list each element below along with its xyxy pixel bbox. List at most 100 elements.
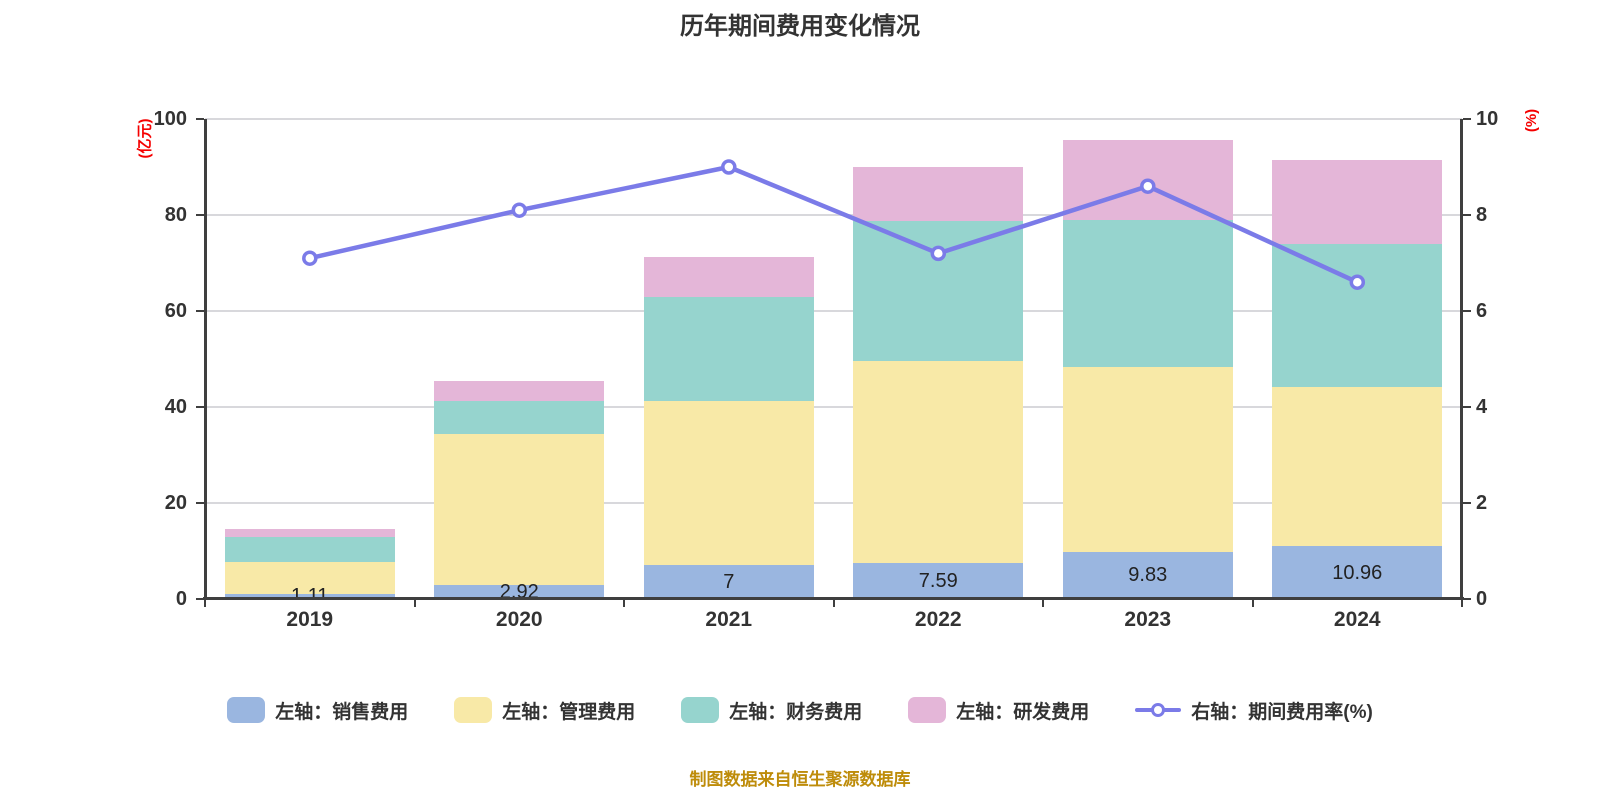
- bar-2023-finance-expense: [1062, 219, 1233, 367]
- line-marker-2020: [511, 202, 528, 218]
- right-axis-tick-8: 8: [1476, 204, 1488, 226]
- line-marker-2021: [721, 159, 737, 175]
- bar-value-label-2024: 10.96: [1332, 561, 1383, 584]
- left-axis-tickmark-0: [196, 598, 204, 600]
- legend: 左轴：销售费用 左轴：管理费用 左轴：财务费用 左轴：研发费用 右轴：期间费用率(%): [0, 692, 1600, 728]
- bar-value-label-2022: 7.59: [918, 569, 958, 592]
- left-axis-tickmark-80: [196, 214, 204, 216]
- bar-2019-admin-expense: [224, 561, 395, 594]
- bar-2020-finance-expense: [434, 400, 605, 434]
- x-axis-line: [203, 597, 1464, 600]
- right-axis-tickmark-6: [1463, 310, 1471, 312]
- bar-value-label-2020: 2.92: [499, 580, 539, 599]
- right-axis-tick-2: 2: [1476, 492, 1488, 514]
- gridline-60: [205, 310, 1462, 312]
- legend-swatch-rd-expense: [908, 697, 947, 723]
- expense-ratio-polyline: [307, 164, 1360, 285]
- right-axis-tickmark-0: [1463, 598, 1471, 600]
- legend-item-sales-expense[interactable]: 左轴：销售费用: [227, 697, 408, 724]
- bar-2020-sales-expense: [434, 584, 605, 599]
- right-axis-tickmark-2: [1463, 502, 1471, 504]
- bar-2024-finance-expense: [1272, 244, 1443, 388]
- x-axis-tickmark-5: [1251, 599, 1254, 607]
- legend-label-expense-ratio: 右轴：期间费用率(%): [1191, 701, 1373, 723]
- x-axis-label-2024: 2024: [1333, 608, 1381, 631]
- x-axis-tickmark-6: [1461, 599, 1463, 607]
- legend-label-sales-expense: 左轴：销售费用: [275, 701, 409, 723]
- line-marker-2023: [1140, 178, 1156, 194]
- bar-2019-finance-expense: [224, 537, 395, 562]
- left-axis-tickmark-40: [196, 406, 204, 408]
- left-axis-tick-20: 20: [164, 492, 187, 514]
- left-axis-line: [204, 119, 207, 600]
- right-axis-tickmark-10: [1463, 118, 1471, 120]
- x-axis-tickmark-1: [413, 599, 416, 607]
- legend-label-finance-expense: 左轴：财务费用: [729, 701, 863, 723]
- data-source-note: 制图数据来自恒生聚源数据库: [689, 770, 911, 789]
- x-axis-tickmark-3: [832, 599, 835, 607]
- bar-2022-admin-expense: [853, 360, 1024, 563]
- left-axis-tick-80: 80: [164, 204, 187, 226]
- x-axis-tickmark-0: [204, 599, 206, 607]
- plot-area: 1.11 2.92 7 7.59 9.83 10.96: [203, 118, 1464, 600]
- left-axis-tickmark-20: [196, 502, 204, 504]
- legend-swatch-admin-expense: [454, 697, 493, 723]
- gridline-80: [205, 214, 1462, 216]
- bar-value-label-2023: 9.83: [1128, 564, 1168, 587]
- x-axis-tickmark-2: [623, 599, 625, 607]
- bar-2019-sales-expense: [224, 593, 395, 599]
- legend-item-rd-expense[interactable]: 左轴：研发费用: [908, 697, 1089, 724]
- legend-label-admin-expense: 左轴：管理费用: [502, 701, 636, 723]
- bars-layer: 1.11 2.92 7 7.59 9.83 10.96: [205, 119, 1462, 599]
- bar-2021-finance-expense: [643, 296, 814, 401]
- bar-2021-rd-expense: [643, 256, 814, 297]
- right-axis-tick-6: 6: [1476, 300, 1488, 322]
- bar-2019-rd-expense: [224, 528, 395, 538]
- chart-title: 历年期间费用变化情况: [680, 13, 920, 40]
- x-axis-label-2019: 2019: [286, 608, 334, 631]
- right-axis-tick-0: 0: [1476, 588, 1488, 610]
- right-axis-tick-10: 10: [1476, 108, 1499, 130]
- bar-2024-sales-expense: [1272, 546, 1443, 599]
- right-axis-tickmark-8: [1463, 214, 1471, 216]
- gridline-100: [205, 118, 1462, 120]
- legend-swatch-finance-expense: [681, 697, 720, 723]
- left-axis-tickmark-100: [196, 118, 204, 120]
- right-axis-tick-4: 4: [1476, 396, 1488, 418]
- bar-2020-admin-expense: [434, 433, 605, 585]
- x-axis-label-2020: 2020: [495, 608, 543, 631]
- legend-item-admin-expense[interactable]: 左轴：管理费用: [454, 697, 635, 724]
- bar-2023-sales-expense: [1062, 551, 1233, 599]
- left-axis-tick-60: 60: [164, 300, 187, 322]
- legend-swatch-sales-expense: [227, 697, 266, 723]
- x-axis-label-2021: 2021: [705, 608, 753, 631]
- line-marker-2024: [1349, 274, 1366, 290]
- left-axis-tick-100: 100: [153, 108, 187, 130]
- bar-2024-admin-expense: [1272, 387, 1443, 547]
- bar-2021-admin-expense: [643, 400, 814, 566]
- expense-ratio-line: [302, 159, 1366, 290]
- legend-line-marker-icon: [1135, 697, 1182, 723]
- bar-2022-rd-expense: [853, 167, 1024, 222]
- line-circle-icon: [1151, 703, 1166, 717]
- legend-item-finance-expense[interactable]: 左轴：财务费用: [681, 697, 862, 724]
- right-axis-line: [1460, 119, 1463, 600]
- bar-2024-rd-expense: [1272, 160, 1443, 244]
- bar-2021-sales-expense: [643, 565, 814, 599]
- legend-label-rd-expense: 左轴：研发费用: [956, 701, 1090, 723]
- line-marker-2022: [930, 245, 947, 262]
- legend-item-expense-ratio[interactable]: 右轴：期间费用率(%): [1135, 697, 1373, 724]
- right-axis-tickmark-4: [1463, 406, 1471, 408]
- left-axis-tick-0: 0: [175, 588, 187, 610]
- bar-value-label-2021: 7: [723, 571, 735, 594]
- x-axis-tickmark-4: [1042, 599, 1044, 607]
- gridline-40: [205, 406, 1462, 408]
- left-axis-tick-40: 40: [164, 396, 187, 418]
- bar-value-label-2019: 1.11: [291, 585, 329, 599]
- line-marker-2019: [302, 250, 318, 266]
- bar-2022-finance-expense: [853, 221, 1024, 361]
- x-axis-label-2023: 2023: [1124, 608, 1172, 631]
- bar-2023-admin-expense: [1062, 366, 1233, 552]
- gridline-20: [205, 502, 1462, 504]
- x-axis-label-2022: 2022: [914, 608, 962, 631]
